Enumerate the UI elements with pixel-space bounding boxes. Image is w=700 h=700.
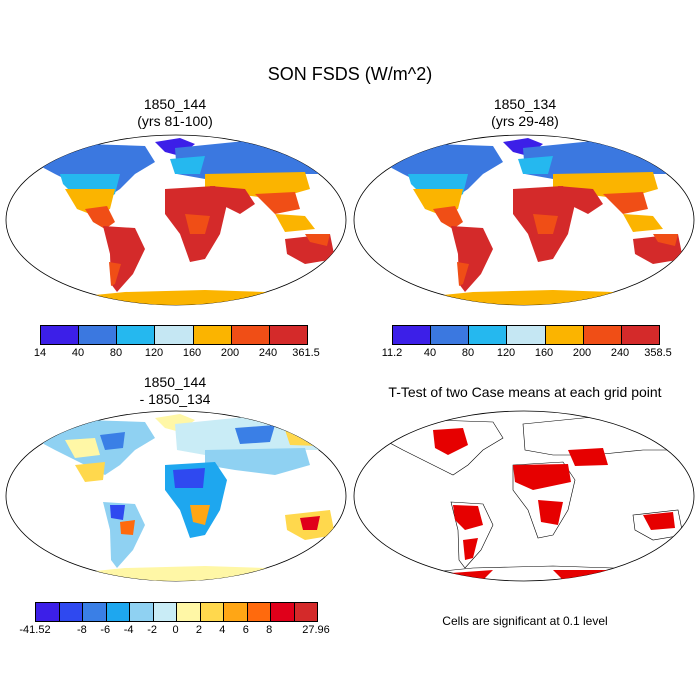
colorbar-swatch: [231, 326, 270, 344]
significant-region: [643, 512, 675, 530]
panel3-map: [5, 410, 347, 582]
panel2-map: [353, 134, 695, 306]
panel3-title: 1850_144 - 1850_134: [75, 374, 275, 408]
colorbar-tick-label: 2: [195, 624, 202, 636]
panel1-title-line2: (yrs 81-100): [137, 113, 213, 129]
colorbar-tick-label: 4: [219, 624, 226, 636]
colorbar-swatch: [106, 603, 130, 621]
significant-region: [538, 500, 563, 525]
significant-region: [513, 464, 571, 490]
colorbar-swatch: [224, 603, 248, 621]
colorbar-tick-label: 8: [266, 624, 273, 636]
panel2-title-line1: 1850_134: [493, 96, 557, 112]
colorbar-tick-label: 40: [71, 347, 85, 359]
colorbar-tick-label: 120: [144, 347, 164, 359]
significant-region: [433, 428, 468, 455]
panel3-colorbar: [35, 602, 318, 622]
panel1-colorbar: [40, 325, 308, 345]
colorbar-swatch: [83, 603, 107, 621]
colorbar-swatch: [193, 326, 232, 344]
colorbar-tick-label: 358.5: [644, 347, 672, 359]
colorbar-tick-label: 27.96: [302, 624, 330, 636]
significant-region: [463, 538, 478, 560]
panel1-colorbar-labels: 14 40 80 120 160 200 240 361.5: [34, 347, 320, 361]
colorbar-tick-label: 200: [572, 347, 592, 359]
panel3-colorbar-labels: -41.52 -8 -6 -4 -2 0 2 4 6 8 27.96: [19, 624, 329, 638]
colorbar-swatch: [393, 326, 432, 344]
map-region-north-america-north: [35, 144, 155, 199]
panel4-significance-note: Cells are significant at 0.1 level: [442, 614, 608, 628]
colorbar-tick-label: -41.52: [19, 624, 51, 636]
colorbar-swatch: [36, 603, 60, 621]
colorbar-tick-label: -8: [76, 624, 87, 636]
panel3-title-line1: 1850_144: [143, 374, 207, 390]
colorbar-tick-label: 14: [33, 347, 47, 359]
colorbar-swatch: [155, 326, 194, 344]
colorbar-swatch: [507, 326, 546, 344]
colorbar-tick-label: 0: [172, 624, 179, 636]
colorbar-swatch: [117, 326, 156, 344]
colorbar-tick-label: 40: [423, 347, 437, 359]
significant-region: [453, 505, 483, 530]
colorbar-tick-label: 240: [610, 347, 630, 359]
significant-region: [568, 448, 608, 466]
colorbar-tick-label: -2: [147, 624, 157, 636]
colorbar-swatch: [469, 326, 508, 344]
panel4-title: T-Test of two Case means at each grid po…: [388, 384, 662, 400]
colorbar-swatch: [583, 326, 622, 344]
panel2-colorbar-labels: 11.2 40 80 120 160 200 240 358.5: [382, 347, 672, 361]
colorbar-tick-label: 11.2: [381, 347, 403, 359]
map-region-south-america: [103, 502, 145, 568]
panel1-map: [5, 134, 347, 306]
colorbar-tick-label: 200: [220, 347, 240, 359]
colorbar-swatch: [130, 603, 154, 621]
colorbar-tick-label: 240: [258, 347, 278, 359]
colorbar-tick-label: 80: [461, 347, 475, 359]
colorbar-swatch: [200, 603, 224, 621]
colorbar-swatch: [271, 603, 295, 621]
colorbar-swatch: [41, 326, 80, 344]
colorbar-swatch: [247, 603, 271, 621]
colorbar-swatch: [153, 603, 177, 621]
panel2-title-line2: (yrs 29-48): [491, 113, 559, 129]
colorbar-tick-label: 120: [496, 347, 516, 359]
colorbar-tick-label: 6: [242, 624, 249, 636]
colorbar-tick-label: -4: [123, 624, 134, 636]
figure-title: SON FSDS (W/m^2): [267, 64, 433, 84]
panel1-title-line1: 1850_144: [143, 96, 207, 112]
panel2-title: 1850_134 (yrs 29-48): [425, 96, 625, 130]
colorbar-tick-label: 160: [182, 347, 202, 359]
colorbar-tick-label: 361.5: [292, 347, 320, 359]
panel1-title: 1850_144 (yrs 81-100): [75, 96, 275, 130]
colorbar-tick-label: 160: [534, 347, 554, 359]
colorbar-swatch: [431, 326, 470, 344]
colorbar-swatch: [177, 603, 201, 621]
colorbar-tick-label: 80: [109, 347, 123, 359]
panel2-colorbar: [392, 325, 660, 345]
colorbar-swatch: [269, 326, 307, 344]
colorbar-swatch: [59, 603, 83, 621]
colorbar-tick-label: -6: [100, 624, 111, 636]
panel4-map: [353, 410, 695, 582]
colorbar-swatch: [79, 326, 118, 344]
colorbar-swatch: [621, 326, 659, 344]
colorbar-swatch: [545, 326, 584, 344]
panel3-title-line2: - 1850_134: [139, 391, 211, 407]
map-region-north-america-north: [383, 144, 503, 199]
colorbar-swatch: [294, 603, 317, 621]
